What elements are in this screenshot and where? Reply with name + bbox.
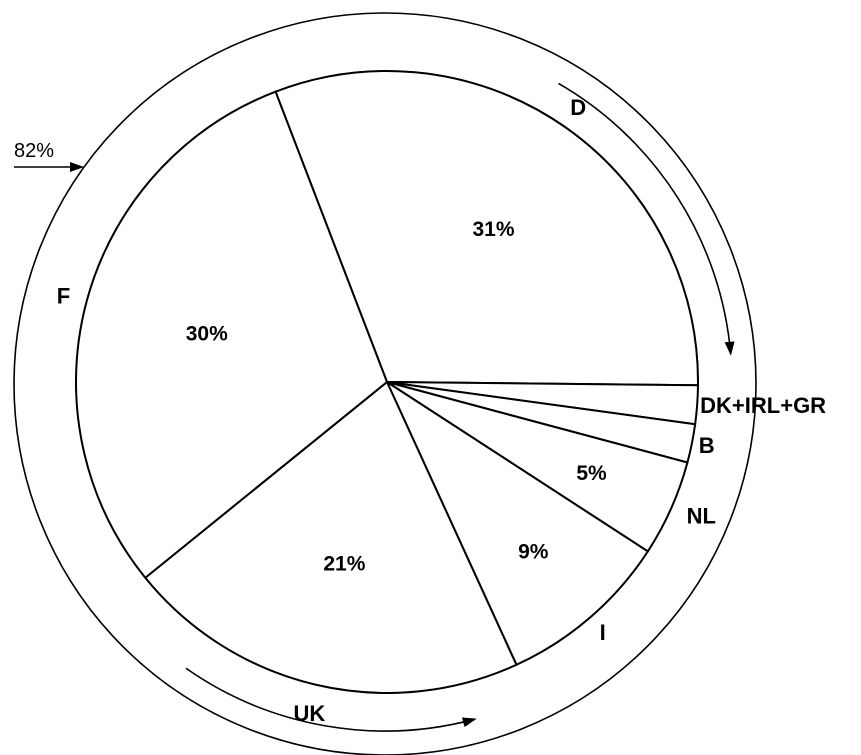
bottom-arc-arrow [185,667,477,732]
slice-value-label: 21% [323,553,365,576]
pie-slice-uk [143,380,518,694]
slice-category-label: I [600,620,606,645]
pie-slices [75,70,699,694]
slice-category-label: B [699,433,715,458]
outer-ring [13,12,757,755]
slice-category-label: F [57,283,70,308]
slice-category-label: NL [687,503,716,528]
slice-category-label: DK+IRL+GR [700,393,826,418]
pie-slice-d [274,70,699,387]
pie-slice-i [384,379,650,667]
annotation-label: 82% [14,140,54,162]
slice-category-label: UK [293,701,325,726]
slice-value-label: 30% [186,323,228,346]
slice-value-label: 9% [518,541,549,564]
slice-labels: 31% D DK+IRL+GR B 5% NL 9% I 21% UK 30% F [57,95,826,726]
slice-value-label: 31% [472,218,514,241]
pie-slice-f [75,90,389,580]
slice-category-label: D [570,95,586,120]
slice-value-label: 5% [576,462,607,485]
annotation-arc-arrow [558,82,735,356]
